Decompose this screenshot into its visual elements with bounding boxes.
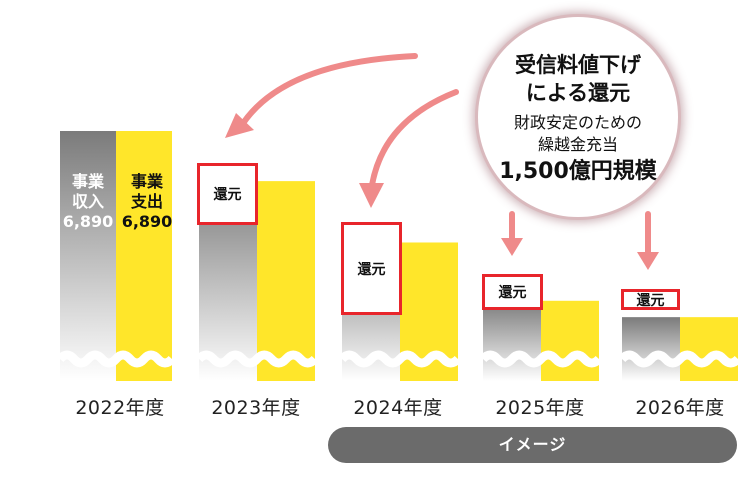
year-label-2025: 2025年度 xyxy=(495,397,585,419)
arrow-head-2025 xyxy=(501,238,523,256)
callout-line2: による還元 xyxy=(525,81,631,105)
year-label-2022: 2022年度 xyxy=(75,397,165,419)
arrow-head-2026 xyxy=(637,252,659,270)
axis-break-1 xyxy=(195,350,319,368)
income-label-line1: 事業 xyxy=(71,172,104,191)
year-label-2026: 2026年度 xyxy=(635,397,725,419)
callout-line1: 受信料値下げ xyxy=(515,53,641,77)
income-bar-0 xyxy=(60,131,116,381)
refund-box-2023: 還元 xyxy=(197,163,258,225)
income-bar-label: 事業 収入 6,890 xyxy=(60,172,116,232)
expense-label-line2: 支出 xyxy=(130,192,163,211)
axis-break-4 xyxy=(618,350,742,368)
callout-line3: 財政安定のための xyxy=(513,113,642,132)
axis-break-2 xyxy=(338,350,462,368)
year-label-2024: 2024年度 xyxy=(353,397,443,419)
axis-break-3 xyxy=(479,350,603,368)
expense-value: 6,890 xyxy=(121,212,173,231)
callout-line5: 1,500億円規模 xyxy=(499,159,657,184)
expense-bar-label: 事業 支出 6,890 xyxy=(116,172,178,232)
arrow-head-2023 xyxy=(225,113,254,138)
arrow-head-2024 xyxy=(359,183,384,208)
refund-box-2025: 還元 xyxy=(482,274,543,310)
expense-bar-4 xyxy=(680,317,738,381)
income-label-line2: 収入 xyxy=(71,192,104,211)
income-value: 6,890 xyxy=(62,212,114,231)
arrows xyxy=(225,53,659,270)
arrow-to-2023 xyxy=(237,53,418,131)
arrow-to-2024 xyxy=(369,89,459,188)
image-badge: イメージ xyxy=(328,427,737,463)
expense-label-line1: 事業 xyxy=(130,172,163,191)
refund-callout: 受信料値下げ による還元 財政安定のための 繰越金充当 1,500億円規模 xyxy=(478,17,678,217)
income-bar-3 xyxy=(483,300,541,381)
expense-bar-3 xyxy=(541,300,599,381)
refund-box-2024: 還元 xyxy=(341,222,402,315)
axis-break-0 xyxy=(56,350,176,368)
year-label-2023: 2023年度 xyxy=(211,397,301,419)
refund-box-2026: 還元 xyxy=(621,289,680,310)
income-bar-4 xyxy=(622,317,680,381)
callout-line4: 繰越金充当 xyxy=(537,135,618,154)
expense-bar-0 xyxy=(116,131,172,381)
expense-bar-1 xyxy=(257,181,315,381)
